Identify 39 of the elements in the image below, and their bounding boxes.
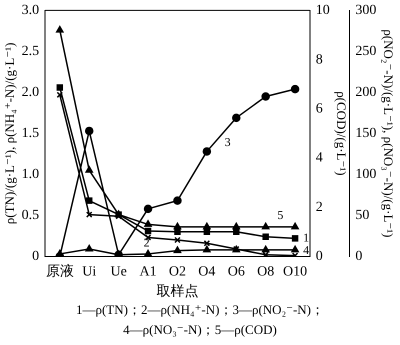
y3-tick-label: 200 (355, 85, 376, 100)
x-tick-label: 原液 (46, 263, 74, 280)
y2-tick-label: 0 (316, 249, 323, 264)
series-label: 4 (303, 242, 310, 257)
y2-tick-label: 8 (316, 52, 323, 68)
x-tick-label: Ue (110, 264, 127, 280)
y3-tick-label: 300 (355, 3, 376, 18)
x-tick-label: O6 (228, 264, 245, 280)
x-tick-label: A1 (139, 264, 157, 280)
text: 4—ρ(NO₃⁻-N)；5—ρ(COD) (122, 321, 278, 339)
y-tick-label: 2.5 (22, 44, 40, 60)
y3-tick-label: 0 (355, 249, 362, 264)
y-tick-label: 0 (32, 249, 40, 264)
y3-tick-label: 50 (355, 208, 370, 224)
y2-tick-label: 10 (316, 3, 330, 18)
series-label: 1 (303, 230, 310, 245)
series-label: 3 (224, 135, 231, 150)
y3-tick-label: 250 (355, 44, 376, 60)
y2-tick-label: 2 (316, 200, 323, 215)
y-tick-label: 1.5 (22, 126, 40, 142)
y3-axis-title: ρ(NO₂⁻-N)/(g·L⁻¹), ρ(NO₃⁻-N)/(g·L⁻¹) (380, 29, 396, 238)
y3-tick-label: 150 (355, 126, 376, 142)
x-tick-label: O10 (283, 264, 308, 280)
x-axis-title: 取样点 (156, 283, 198, 300)
y3-tick-label: 100 (355, 167, 376, 182)
series-label: 5 (277, 208, 284, 222)
y2-tick-label: 6 (316, 101, 323, 116)
x-tick-label: O8 (257, 264, 274, 280)
x-tick-label: Ui (82, 264, 96, 280)
y2-axis-title: ρ(COD)/(g·L⁻¹) (334, 91, 350, 176)
y-tick-label: 3.0 (22, 3, 40, 18)
y-tick-label: 0.5 (22, 208, 40, 224)
x-tick-label: O2 (168, 264, 186, 280)
x-tick-label: O4 (198, 264, 216, 280)
text: 1—ρ(TN)；2—ρ(NH₄⁺-N)；3—ρ(NO₂⁻-N)； (74, 301, 326, 319)
y-tick-label: 2.0 (22, 85, 40, 100)
y-axis-title: ρ(TN)/(g·L⁻¹), ρ(NH₄⁺-N)/(g·L⁻¹) (2, 42, 18, 224)
y-tick-label: 1.0 (22, 167, 40, 182)
y2-tick-label: 4 (316, 150, 323, 166)
